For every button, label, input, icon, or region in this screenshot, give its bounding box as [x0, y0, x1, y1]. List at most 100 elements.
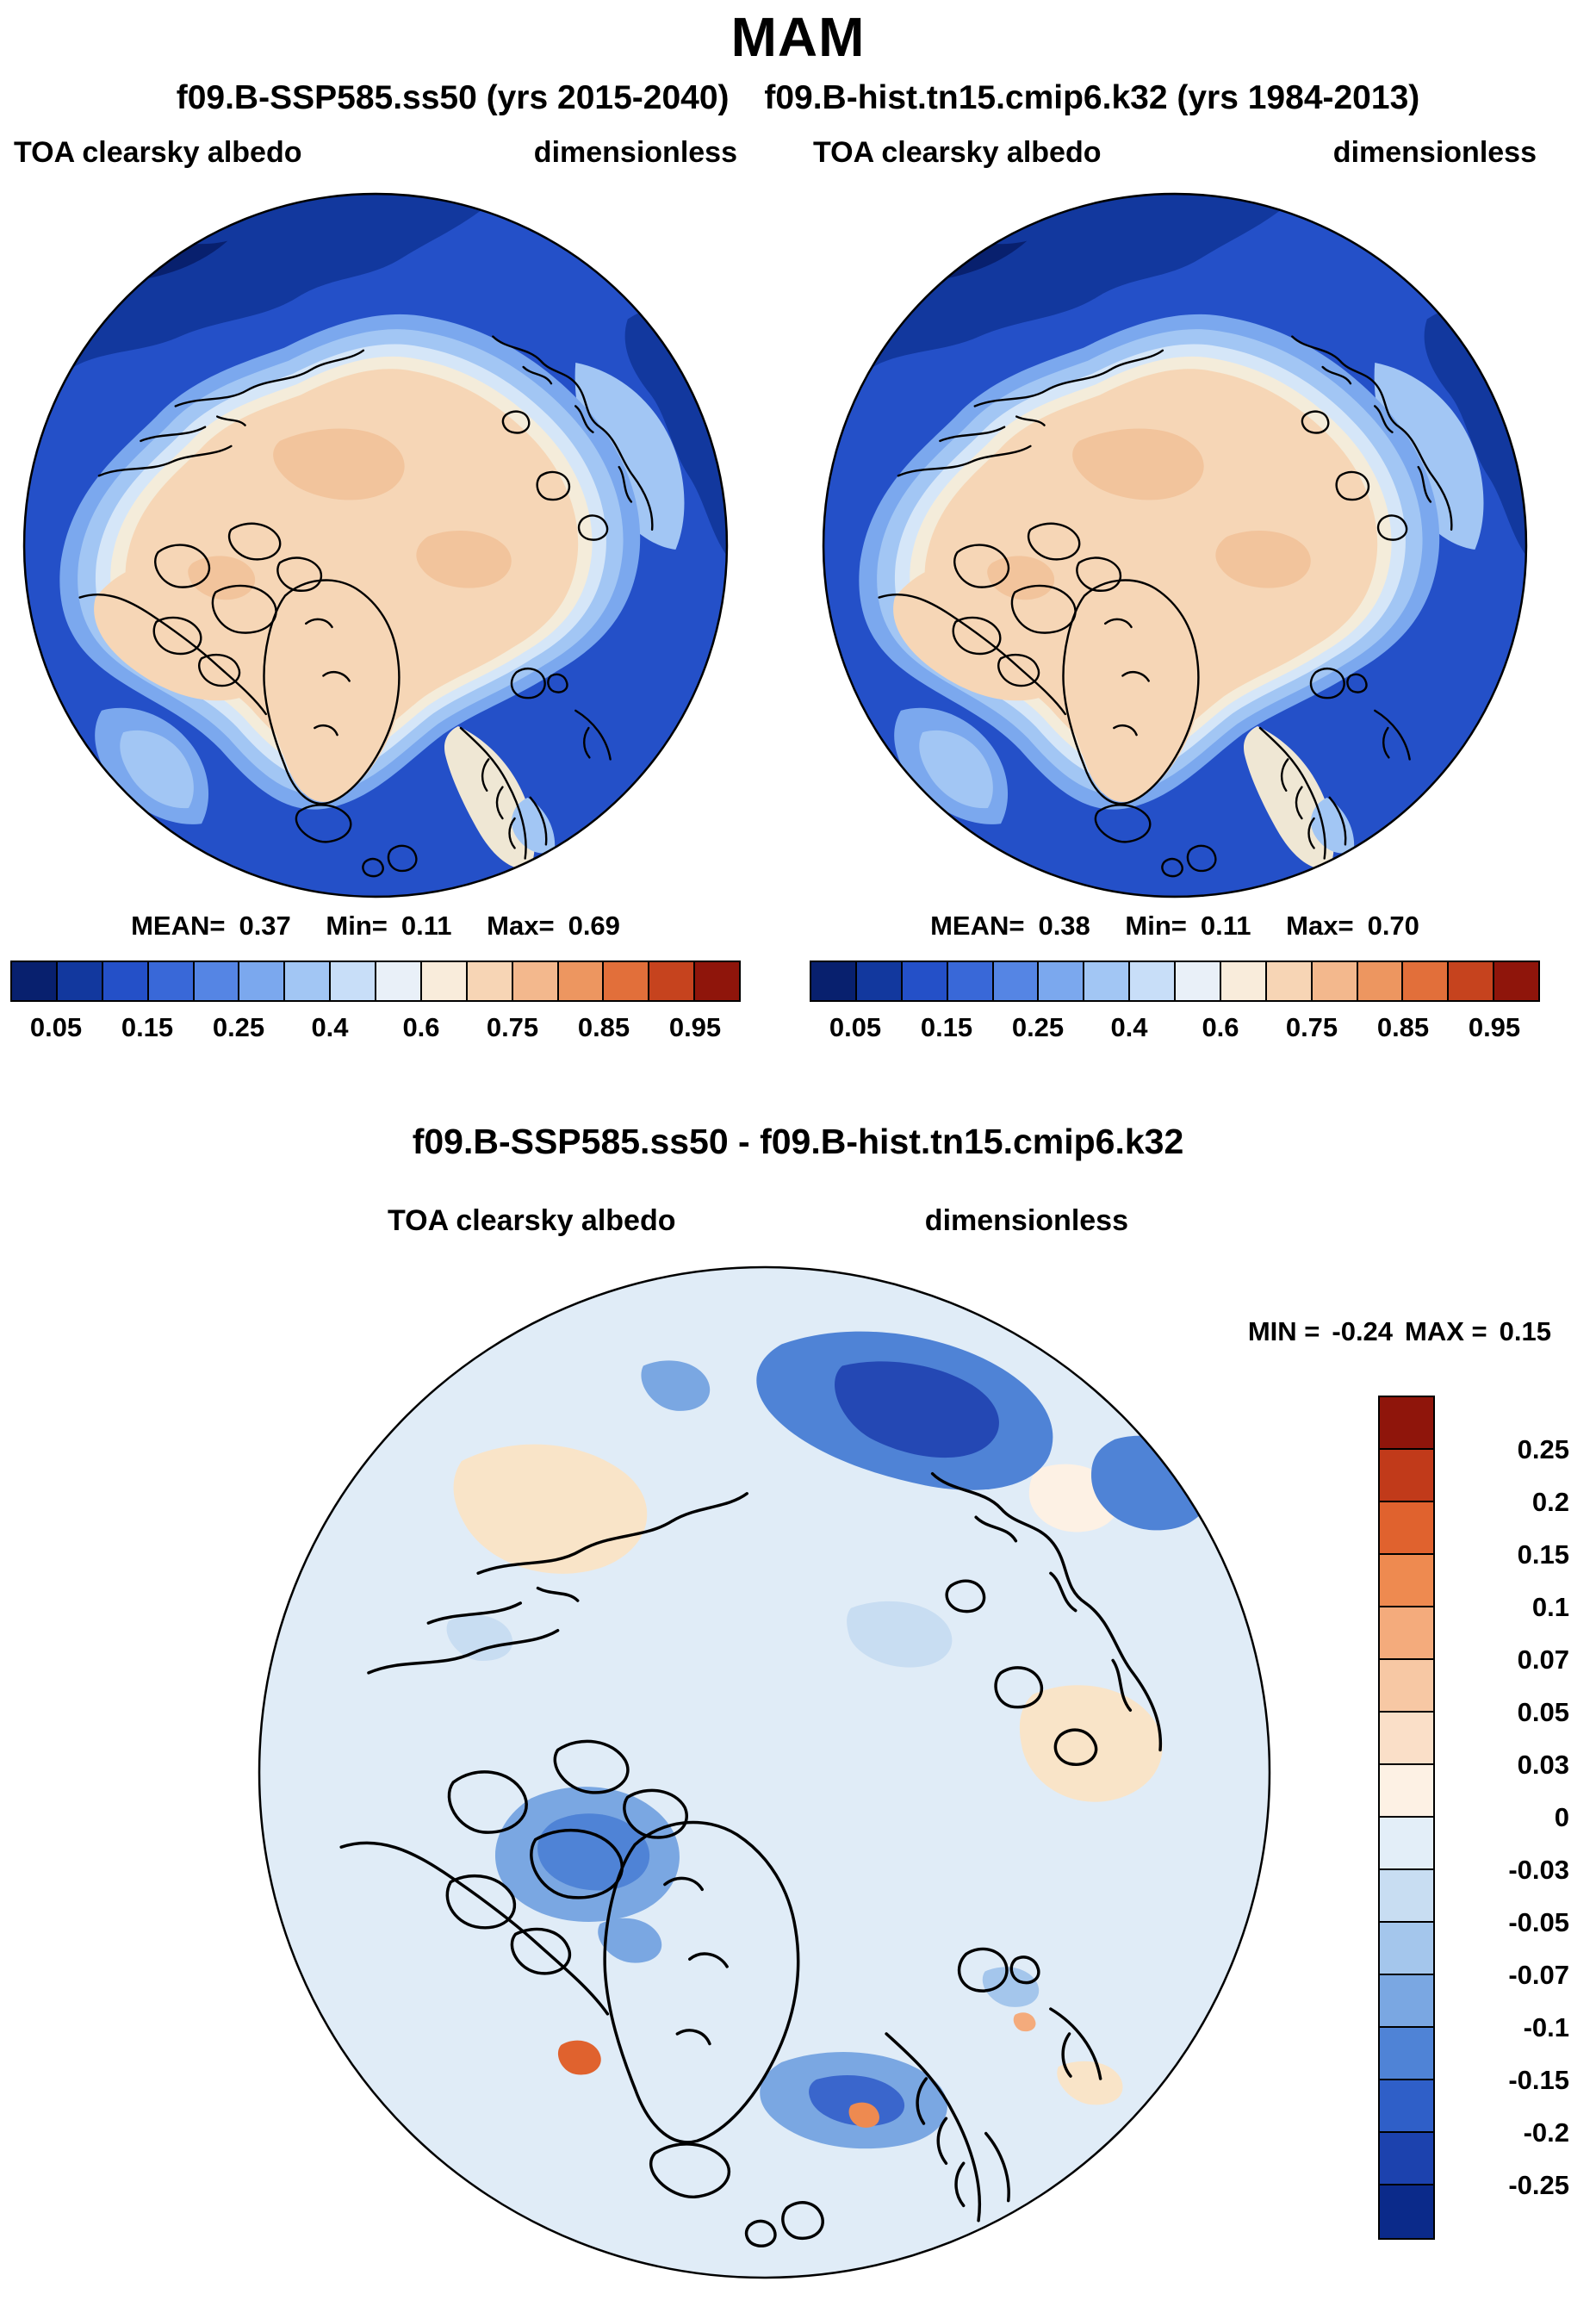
- colorbar-tick-label: -0.03: [1508, 1855, 1569, 1885]
- colorbar-tick-label: 0.03: [1517, 1750, 1569, 1780]
- max-value: 0.69: [568, 911, 620, 941]
- colorbar-segment: [1380, 1450, 1433, 1502]
- colorbar-segment: [1380, 1397, 1433, 1450]
- max-label: Max=: [487, 911, 555, 941]
- albedo-difference-map: [258, 1265, 1271, 2279]
- colorbar-segment: [1084, 962, 1131, 1000]
- colorbar-tick-label: 0.15: [1517, 1539, 1569, 1570]
- colorbar-tick-label: 0.75: [486, 1012, 539, 1042]
- colorbar-segment: [993, 962, 1040, 1000]
- colorbar-segment: [331, 962, 376, 1000]
- min-value: 0.11: [401, 911, 452, 941]
- colorbar-segment: [902, 962, 948, 1000]
- mean-value: 0.38: [1038, 911, 1090, 941]
- colorbar-segment: [1380, 2080, 1433, 2133]
- colorbar-segment: [1380, 1870, 1433, 1923]
- difference-title: f09.B-SSP585.ss50 - f09.B-hist.tn15.cmip…: [412, 1122, 1184, 1161]
- colorbar-segment: [1380, 1502, 1433, 1555]
- colorbar-segment: [1380, 1765, 1433, 1818]
- panel-ssp585: TOA clearsky albedo dimensionless MEAN= 0…: [10, 136, 741, 1050]
- colorbar-segment: [1380, 1660, 1433, 1713]
- min-label: MIN =: [1247, 1316, 1320, 1346]
- variable-label: TOA clearsky albedo: [813, 136, 1102, 169]
- colorbar-segment: [1357, 962, 1404, 1000]
- colorbar-segment: [1380, 2028, 1433, 2080]
- colorbar-tick-label: 0.4: [311, 1012, 349, 1042]
- colorbar-tick-label: 0.85: [1376, 1012, 1430, 1042]
- min-label: Min=: [326, 911, 388, 941]
- colorbar-segment: [512, 962, 559, 1000]
- colorbar-tick-label: -0.25: [1508, 2170, 1569, 2200]
- colorbar-tick-label: 0.15: [920, 1012, 973, 1042]
- colorbar-tick-label: 0.15: [121, 1012, 174, 1042]
- colorbar-tick-label: 0.05: [1517, 1697, 1569, 1727]
- units-label: dimensionless: [1332, 136, 1537, 169]
- colorbar-tick-label: 0.05: [29, 1012, 83, 1042]
- colorbar-segment: [1130, 962, 1176, 1000]
- run-titles: f09.B-SSP585.ss50 (yrs 2015-2040) f09.B-…: [0, 79, 1596, 117]
- colorbar-tick-label: 0.1: [1531, 1592, 1569, 1622]
- colorbar-segment: [1449, 962, 1495, 1000]
- colorbar-segment: [1380, 1713, 1433, 1765]
- colorbar-segment: [947, 962, 994, 1000]
- max-label: Max=: [1286, 911, 1354, 941]
- colorbar-segment: [811, 962, 857, 1000]
- colorbar-tick-label: 0.2: [1531, 1487, 1569, 1517]
- colorbar-segment: [1380, 1923, 1433, 1975]
- colorbar-tick-label: 0.25: [1011, 1012, 1065, 1042]
- colorbar-tick-label: 0.25: [1517, 1434, 1569, 1464]
- colorbar-tick-label: 0.85: [577, 1012, 630, 1042]
- run-title-ssp585: f09.B-SSP585.ss50 (yrs 2015-2040): [176, 79, 730, 116]
- diff-colorbar: 0.25 0.2 0.15 0.1 0.07 0.05 0.03 0 -0.03 -0.05 -0.…: [1378, 1396, 1578, 2240]
- colorbar-tick-label: 0.6: [1202, 1012, 1239, 1042]
- colorbar-segment: [194, 962, 240, 1000]
- colorbar-segment: [239, 962, 286, 1000]
- colorbar-segment: [1380, 1607, 1433, 1660]
- colorbar-tick-label: 0.6: [402, 1012, 440, 1042]
- max-value: 0.70: [1367, 911, 1419, 941]
- colorbar-segment: [285, 962, 332, 1000]
- colorbar-tick-label: 0.75: [1285, 1012, 1338, 1042]
- panel-header: TOA clearsky albedo dimensionless: [810, 136, 1540, 170]
- stats-ssp585: MEAN= 0.37 Min= 0.11 Max= 0.69: [10, 911, 741, 942]
- colorbar-tick-label: -0.05: [1508, 1907, 1569, 1937]
- colorbar-tick-label: 0.95: [1468, 1012, 1521, 1042]
- max-value: 0.15: [1499, 1316, 1551, 1346]
- colorbar-segment: [148, 962, 195, 1000]
- colorbar-segment: [1403, 962, 1450, 1000]
- mean-label: MEAN=: [930, 911, 1025, 941]
- colorbar-tick-label: -0.07: [1508, 1960, 1569, 1990]
- colorbar-tick-label: 0: [1554, 1802, 1569, 1832]
- colorbar-segment: [57, 962, 103, 1000]
- colorbar-segment: [1039, 962, 1085, 1000]
- min-label: Min=: [1125, 911, 1187, 941]
- colorbar-tick-label: -0.15: [1508, 2065, 1569, 2095]
- colorbar-tick-label: 0.95: [668, 1012, 722, 1042]
- colorbar-tick-label: 0.4: [1110, 1012, 1148, 1042]
- colorbar-tick-label: 0.07: [1517, 1644, 1569, 1675]
- units-label: dimensionless: [533, 136, 737, 169]
- colorbar-segment: [604, 962, 650, 1000]
- colorbar-segment: [467, 962, 513, 1000]
- min-value: 0.11: [1200, 911, 1251, 941]
- colorbar-segment: [421, 962, 468, 1000]
- colorbar-segment: [1220, 962, 1267, 1000]
- variable-label: TOA clearsky albedo: [14, 136, 302, 169]
- colorbar-segment: [1380, 1555, 1433, 1607]
- colorbar-segment: [695, 962, 739, 1000]
- colorbar-segment: [1494, 962, 1538, 1000]
- albedo-colorbar-right: 0.05 0.15 0.25 0.4 0.6 0.75 0.85 0.95: [810, 961, 1540, 1050]
- colorbar-segment: [376, 962, 422, 1000]
- colorbar-tick-label: 0.25: [212, 1012, 265, 1042]
- colorbar-segment: [1380, 1818, 1433, 1870]
- colorbar-tick-label: -0.2: [1523, 2117, 1569, 2148]
- max-label: MAX =: [1405, 1316, 1487, 1346]
- colorbar-segment: [1176, 962, 1221, 1000]
- variable-label: TOA clearsky albedo: [388, 1204, 676, 1237]
- colorbar-segment: [1380, 2133, 1433, 2185]
- colorbar-segment: [856, 962, 903, 1000]
- colorbar-segment: [1266, 962, 1313, 1000]
- panel-header: TOA clearsky albedo dimensionless: [10, 136, 741, 170]
- albedo-map-hist: [818, 189, 1531, 902]
- mean-label: MEAN=: [131, 911, 226, 941]
